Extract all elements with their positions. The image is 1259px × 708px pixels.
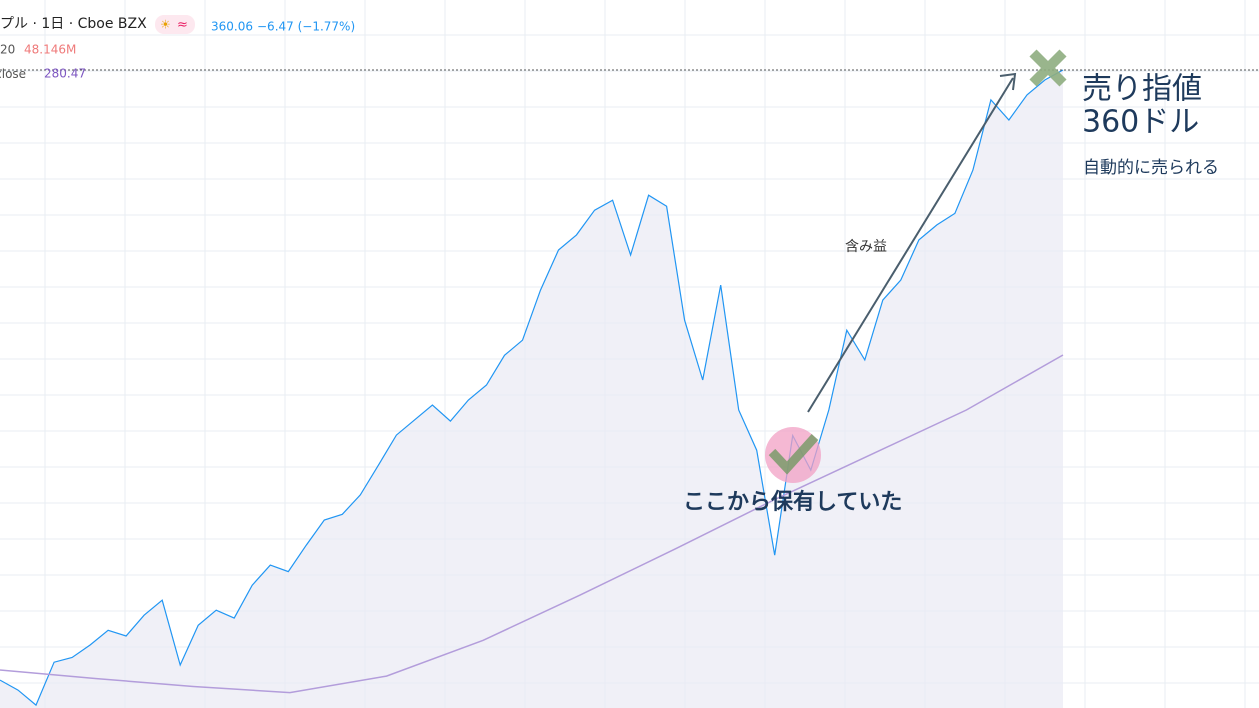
change: −6.47 (−1.77%)	[257, 20, 355, 34]
ma-label: l close	[0, 67, 26, 81]
sun-icon: ☀	[160, 18, 171, 32]
vol-value: 48.146M	[24, 43, 76, 57]
wave-icon: ≈	[177, 18, 188, 33]
price: 360.06	[211, 20, 253, 34]
price-line	[0, 69, 1064, 707]
held-label: ここから保有していた	[683, 489, 902, 515]
ma-label-text: close	[0, 67, 26, 81]
price-area	[0, 70, 1063, 708]
check-mark	[768, 433, 819, 475]
gain-label: 含み益	[845, 239, 887, 255]
sell-title: 売り指値	[1082, 72, 1202, 107]
sell-note: 自動的に売られる	[1083, 158, 1219, 178]
x-mark	[1029, 49, 1067, 87]
vol-label: 20	[0, 43, 15, 57]
ma-line	[0, 354, 1064, 694]
ma-value: 280.47	[44, 67, 86, 81]
symbol: プル · 1日 · Cboe BZX	[0, 16, 147, 32]
gain-arrow	[807, 77, 1014, 413]
status-badge	[155, 15, 195, 34]
arrow-head	[999, 72, 1017, 91]
sell-price: 360ドル	[1082, 105, 1199, 140]
